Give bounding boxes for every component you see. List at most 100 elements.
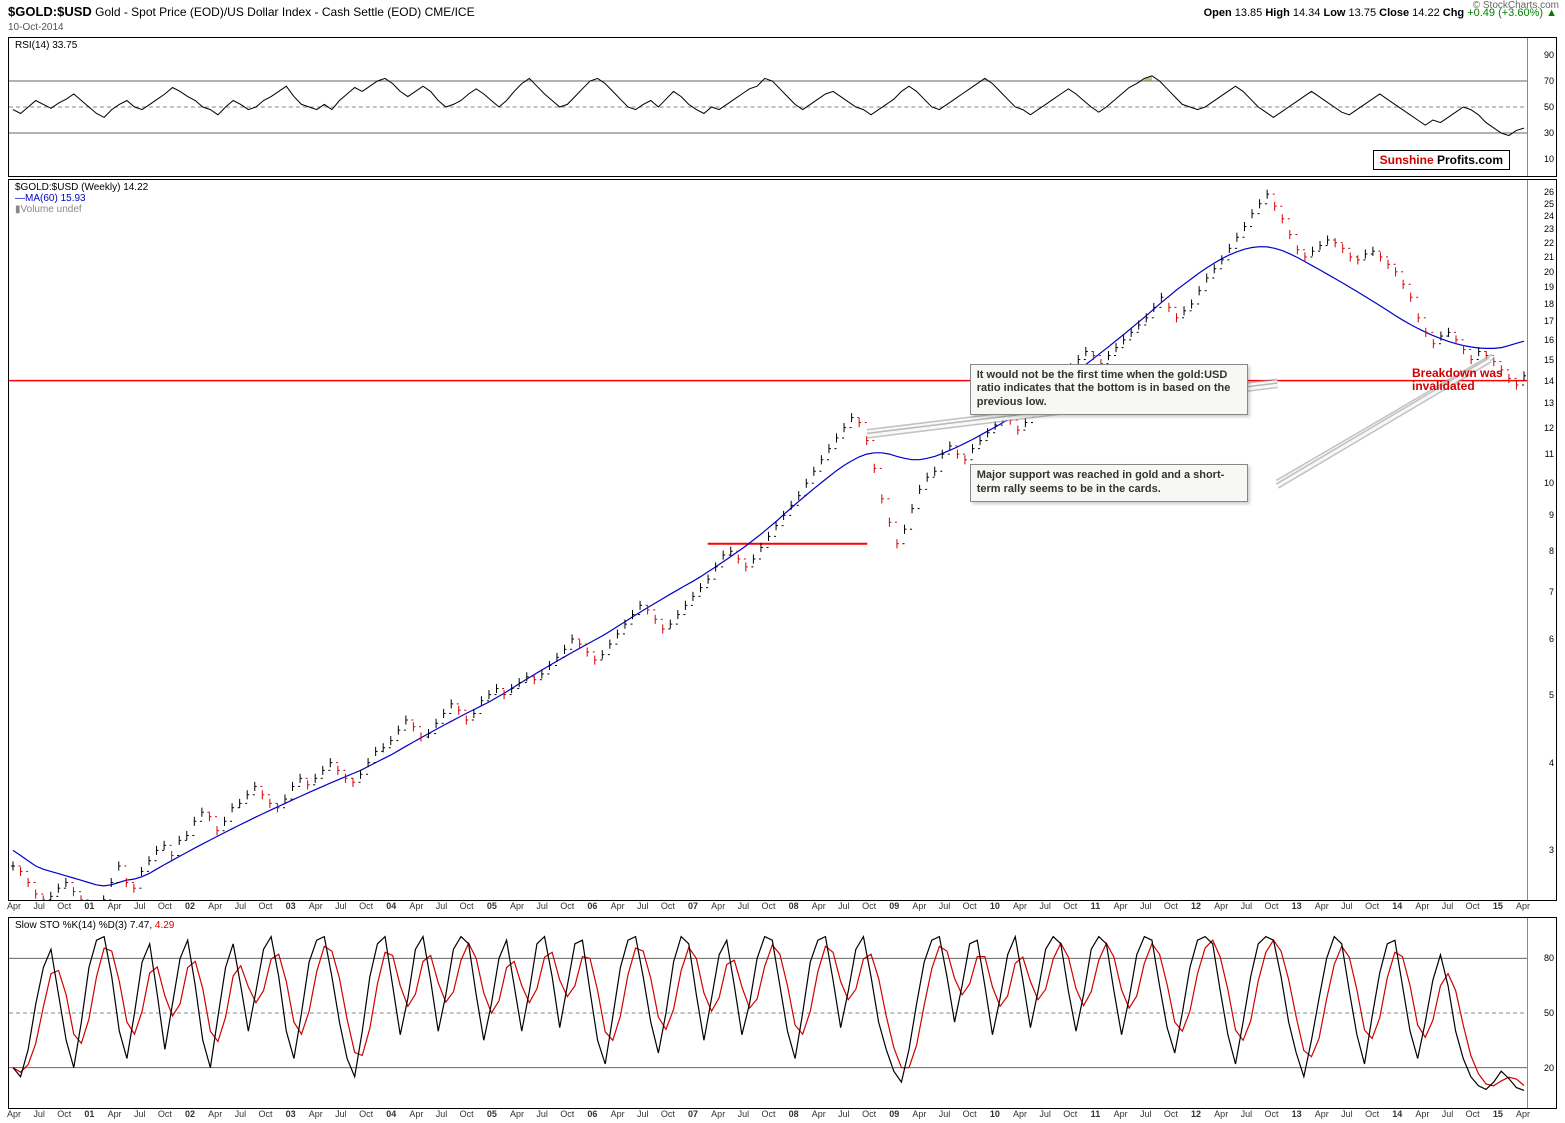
x-tick: Apr (812, 1109, 826, 1119)
price-ytick: 9 (1549, 510, 1554, 520)
price-ytick: 10 (1544, 478, 1554, 488)
rsi-value: 33.75 (52, 40, 77, 51)
x-tick: 14 (1392, 1109, 1402, 1119)
x-tick: Apr (1415, 901, 1429, 911)
x-tick: Jul (235, 901, 247, 911)
x-tick: Oct (158, 901, 172, 911)
low-val: 13.75 (1349, 7, 1377, 19)
x-tick: Oct (1264, 901, 1278, 911)
x-tick: Oct (1164, 901, 1178, 911)
price-labels: $GOLD:$USD (Weekly) 14.22 —MA(60) 15.93 … (13, 182, 150, 215)
x-tick: Jul (436, 901, 448, 911)
price-ytick: 19 (1544, 282, 1554, 292)
x-tick: Apr (1315, 901, 1329, 911)
x-tick: Jul (1341, 1109, 1353, 1119)
x-tick: Oct (963, 901, 977, 911)
x-tick: 09 (889, 901, 899, 911)
price-ytick: 20 (1544, 267, 1554, 277)
price-ytick: 21 (1544, 252, 1554, 262)
x-tick: 12 (1191, 1109, 1201, 1119)
open-label: Open (1204, 7, 1232, 19)
x-tick: Oct (359, 1109, 373, 1119)
x-tick: 04 (386, 901, 396, 911)
price-ytick: 15 (1544, 355, 1554, 365)
x-tick: Jul (1140, 1109, 1152, 1119)
x-tick: 10 (990, 901, 1000, 911)
annotation-major-support: Major support was reached in gold and a … (970, 464, 1248, 502)
price-ytick: 23 (1544, 224, 1554, 234)
x-tick: Apr (912, 901, 926, 911)
close-label: Close (1379, 7, 1409, 19)
x-tick: Apr (409, 901, 423, 911)
ma-label: —MA(60) 15.93 (15, 193, 86, 204)
rsi-ytick: 30 (1544, 128, 1554, 138)
x-tick: Jul (637, 901, 649, 911)
x-tick: Jul (1341, 901, 1353, 911)
x-tick: Jul (1039, 1109, 1051, 1119)
stock-chart-container: © StockCharts.com $GOLD:$USD Gold - Spot… (0, 0, 1565, 1123)
x-tick: 13 (1292, 1109, 1302, 1119)
price-ytick: 18 (1544, 299, 1554, 309)
x-tick: 14 (1392, 901, 1402, 911)
x-tick: Apr (812, 901, 826, 911)
x-tick: Oct (862, 1109, 876, 1119)
x-tick: Oct (560, 901, 574, 911)
x-tick: Apr (1315, 1109, 1329, 1119)
x-tick: 12 (1191, 901, 1201, 911)
x-tick: Oct (1063, 901, 1077, 911)
x-tick: Apr (1013, 1109, 1027, 1119)
x-tick: 11 (1091, 901, 1101, 911)
price-ytick: 3 (1549, 845, 1554, 855)
x-tick: Jul (1442, 901, 1454, 911)
rsi-label: RSI(14) 33.75 (13, 40, 79, 51)
x-tick: Oct (862, 901, 876, 911)
x-tick: Apr (611, 901, 625, 911)
x-tick: 09 (889, 1109, 899, 1119)
x-tick: 13 (1292, 901, 1302, 911)
x-tick: Jul (536, 1109, 548, 1119)
x-tick: Oct (761, 1109, 775, 1119)
x-tick: Apr (711, 1109, 725, 1119)
x-tick: Jul (637, 1109, 649, 1119)
x-tick: 10 (990, 1109, 1000, 1119)
x-tick: Apr (711, 901, 725, 911)
x-tick: Jul (335, 1109, 347, 1119)
x-tick: Oct (460, 1109, 474, 1119)
x-tick: 06 (587, 901, 597, 911)
x-tick: Jul (738, 1109, 750, 1119)
x-tick: Jul (134, 1109, 146, 1119)
rsi-panel: RSI(14) 33.75 1030507090 Sunshine Profit… (8, 37, 1557, 177)
rsi-ytick: 90 (1544, 50, 1554, 60)
annotation-breakdown-invalidated: Breakdown was invalidated (1412, 367, 1503, 393)
price-ytick: 25 (1544, 199, 1554, 209)
rsi-ytick: 10 (1544, 154, 1554, 164)
x-tick: 03 (286, 901, 296, 911)
price-ytick: 11 (1545, 449, 1554, 459)
x-tick: Apr (1114, 1109, 1128, 1119)
x-tick: Oct (359, 901, 373, 911)
x-tick: 04 (386, 1109, 396, 1119)
x-tick: 15 (1493, 1109, 1503, 1119)
x-tick: Apr (7, 1109, 21, 1119)
price-ytick: 16 (1544, 335, 1554, 345)
x-tick: Oct (258, 1109, 272, 1119)
sto-name: Slow STO %K(14) %D(3) (15, 920, 127, 931)
open-val: 13.85 (1235, 7, 1263, 19)
rsi-plot (9, 38, 1528, 176)
x-tick: Apr (1516, 901, 1530, 911)
x-tick: Apr (208, 901, 222, 911)
price-ytick: 24 (1544, 211, 1554, 221)
sto-ytick: 50 (1544, 1008, 1554, 1018)
chart-header: $GOLD:$USD Gold - Spot Price (EOD)/US Do… (2, 2, 1563, 22)
x-tick: Oct (1063, 1109, 1077, 1119)
volume-label: ▮Volume undef (15, 204, 82, 215)
x-tick: 08 (789, 901, 799, 911)
x-tick: Jul (235, 1109, 247, 1119)
low-label: Low (1323, 7, 1345, 19)
x-tick: Apr (611, 1109, 625, 1119)
chg-label: Chg (1443, 7, 1464, 19)
x-tick: Jul (838, 901, 850, 911)
x-tick: 01 (84, 1109, 94, 1119)
x-tick: Apr (7, 901, 21, 911)
x-tick: Apr (409, 1109, 423, 1119)
